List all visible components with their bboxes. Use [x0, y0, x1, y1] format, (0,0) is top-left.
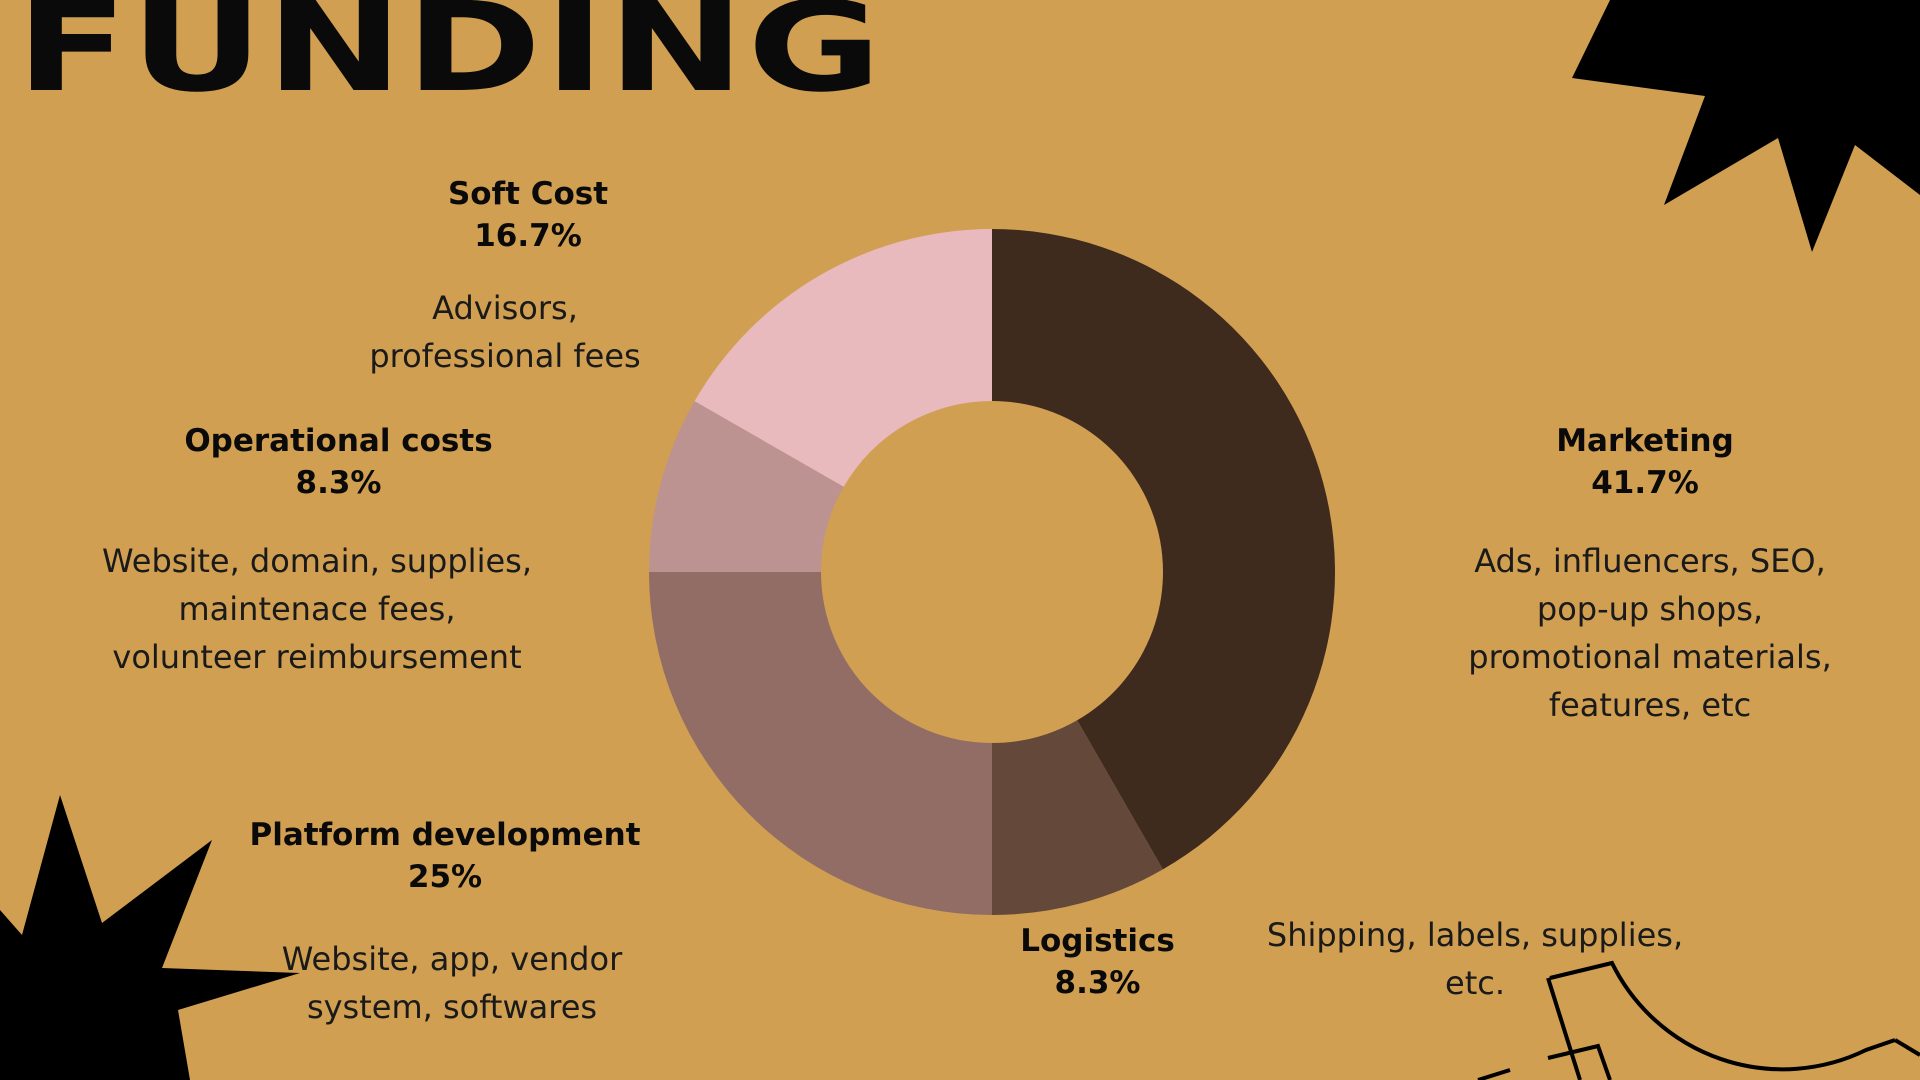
- description-line: system, softwares: [306, 988, 598, 1026]
- label-name: Platform development: [249, 817, 641, 853]
- slice-logistics: [992, 720, 1163, 915]
- starburst-bottom-left-decoration: [0, 795, 300, 1080]
- description-line: Website, domain, supplies,: [102, 542, 532, 580]
- label-logistics: Logistics 8.3%: [980, 920, 1215, 1004]
- label-name: Operational costs: [184, 423, 493, 459]
- slice-operational-costs: [649, 401, 844, 572]
- description-soft-cost: Advisors, professional fees: [345, 284, 665, 380]
- label-percent: 8.3%: [295, 465, 382, 501]
- description-line: etc.: [1445, 964, 1505, 1002]
- label-platform-development: Platform development 25%: [170, 814, 720, 898]
- label-percent: 25%: [407, 859, 483, 895]
- description-line: volunteer reimbursement: [112, 638, 522, 676]
- description-line: features, etc: [1548, 686, 1752, 724]
- starburst-top-right-decoration: [1572, 0, 1920, 252]
- label-name: Soft Cost: [447, 176, 609, 212]
- description-line: Shipping, labels, supplies,: [1266, 916, 1684, 954]
- description-line: pop-up shops,: [1536, 590, 1764, 628]
- description-line: Ads, influencers, SEO,: [1474, 542, 1826, 580]
- description-marketing: Ads, influencers, SEO, pop-up shops, pro…: [1440, 537, 1860, 729]
- label-name: Logistics: [1020, 923, 1175, 959]
- description-line: promotional materials,: [1468, 638, 1832, 676]
- label-percent: 41.7%: [1591, 465, 1699, 501]
- arc-outline-decoration: [1477, 960, 1920, 1080]
- slice-platform-development: [649, 572, 992, 915]
- description-line: professional fees: [369, 337, 641, 375]
- label-name: Marketing: [1556, 423, 1734, 459]
- slice-marketing: [992, 229, 1336, 870]
- description-platform-development: Website, app, vendor system, softwares: [272, 935, 632, 1031]
- label-marketing: Marketing 41.7%: [1505, 420, 1785, 504]
- description-line: maintenace fees,: [178, 590, 456, 628]
- description-operational-costs: Website, domain, supplies, maintenace fe…: [82, 537, 552, 681]
- label-percent: 16.7%: [474, 218, 582, 254]
- label-soft-cost: Soft Cost 16.7%: [390, 173, 666, 257]
- description-line: Website, app, vendor: [281, 940, 623, 978]
- page-title: FUNDING: [16, 0, 885, 120]
- label-operational-costs: Operational costs 8.3%: [100, 420, 577, 504]
- description-logistics: Shipping, labels, supplies, etc.: [1260, 911, 1690, 1007]
- slice-soft-cost: [694, 229, 992, 487]
- label-percent: 8.3%: [1054, 965, 1141, 1001]
- description-line: Advisors,: [432, 289, 578, 327]
